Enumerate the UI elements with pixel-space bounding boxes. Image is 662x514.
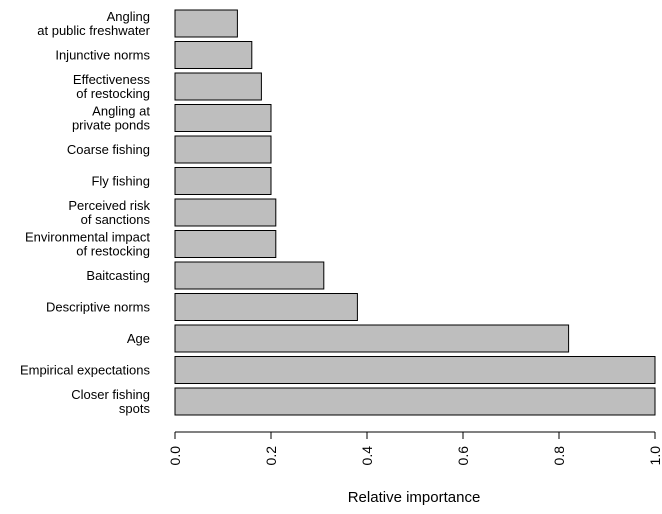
x-tick-label: 0.6 — [455, 446, 471, 466]
category-labels: Angling at public freshwater Injunctive no… — [20, 9, 151, 416]
category-label: Fly fishing — [91, 174, 150, 189]
x-axis: 0.0 0.2 0.4 0.6 0.8 1.0 — [167, 431, 662, 466]
x-tick-label: 0.0 — [167, 446, 183, 466]
bar — [174, 387, 656, 416]
category-label: Closer fishing spots — [71, 387, 150, 416]
bar — [174, 9, 238, 38]
x-axis-title: Relative importance — [348, 489, 481, 506]
category-label: Age — [127, 331, 150, 346]
x-tick-label: 0.8 — [551, 446, 567, 466]
category-label: Coarse fishing — [67, 142, 150, 157]
bar — [174, 41, 253, 69]
bar — [174, 72, 262, 101]
bar — [174, 198, 277, 227]
bar — [174, 167, 272, 195]
x-tick-label: 0.4 — [359, 446, 375, 466]
bar — [174, 324, 570, 353]
x-tick-label: 0.2 — [263, 446, 279, 466]
category-label: Angling at private ponds — [72, 104, 151, 133]
category-label: Perceived risk of sanctions — [68, 198, 150, 227]
category-label: Baitcasting — [86, 268, 150, 283]
bars-group — [174, 9, 656, 416]
category-label: Environmental impact of restocking — [25, 230, 150, 259]
category-label: Angling at public freshwater — [37, 9, 150, 38]
category-label: Injunctive norms — [55, 48, 150, 63]
x-tick-label: 1.0 — [647, 446, 662, 466]
category-label: Effectiveness of restocking — [73, 72, 151, 101]
category-label: Empirical expectations — [20, 363, 151, 378]
bar — [174, 230, 277, 258]
category-label: Descriptive norms — [46, 300, 151, 315]
bar — [174, 293, 358, 321]
bar — [174, 135, 272, 164]
bar — [174, 104, 272, 132]
bar — [174, 261, 325, 290]
bar — [174, 356, 656, 384]
